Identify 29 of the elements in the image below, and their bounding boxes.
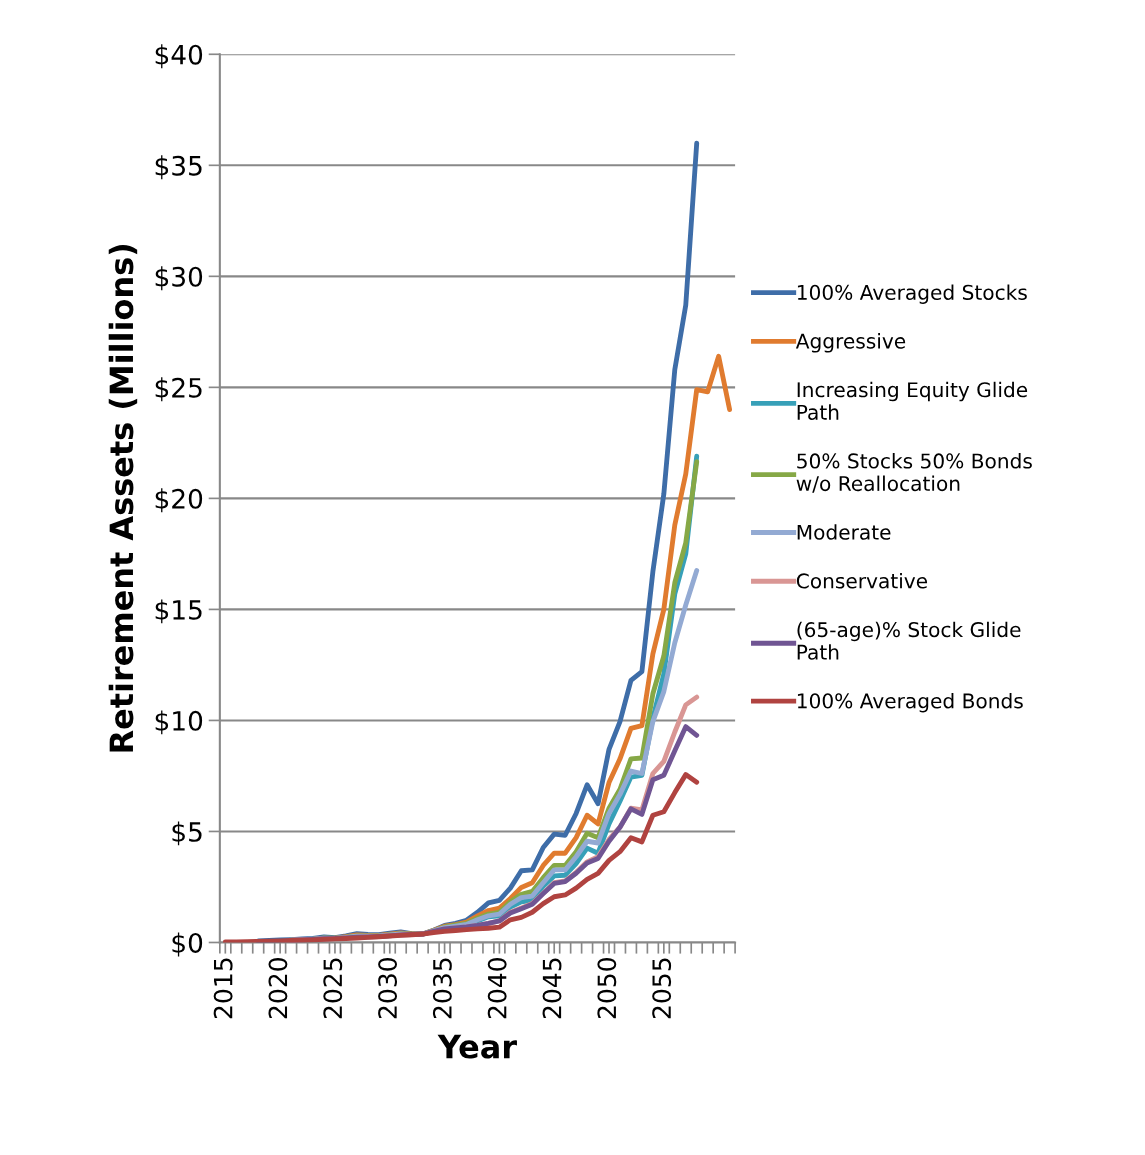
x-tick-label: 2025 — [323, 958, 343, 1019]
x-axis-title: Year — [437, 1034, 517, 1059]
y-tick-label: $5 — [172, 821, 202, 846]
legend-label: 100% Averaged Bonds — [797, 692, 1023, 713]
y-axis-title: Retirement Assets (Millions) — [108, 244, 138, 752]
y-tick-label: $30 — [155, 266, 203, 291]
legend-label: Increasing Equity Glide Path — [797, 381, 1028, 420]
x-tick-label: 2020 — [268, 958, 288, 1019]
legend-label: Conservative — [796, 572, 928, 589]
y-tick-label: $10 — [155, 710, 203, 735]
y-tick-label: $35 — [155, 155, 202, 180]
x-tick-label: 2040 — [487, 958, 507, 1019]
y-tick-label: $40 — [155, 44, 203, 69]
legend-label: Moderate — [797, 524, 891, 540]
y-tick-label: $25 — [155, 377, 202, 402]
x-tick-label: 2045 — [542, 958, 562, 1019]
y-tick-label: $20 — [155, 488, 203, 513]
legend-label: (65-age)% Stock Glide Path — [797, 621, 1021, 660]
line-series — [222, 772, 700, 943]
x-tick-label: 2030 — [378, 958, 398, 1019]
legend-label: 100% Averaged Stocks — [797, 284, 1027, 304]
y-tick-label: $0 — [172, 932, 203, 957]
x-tick-label: 2050 — [597, 958, 617, 1019]
x-tick-label: 2055 — [652, 958, 672, 1019]
y-tick-label: $15 — [155, 599, 202, 624]
x-tick-label: 2015 — [213, 958, 233, 1019]
legend-label: Aggressive — [795, 333, 906, 353]
legend-label: 50% Stocks 50% Bonds w/o Reallocation — [796, 453, 1032, 493]
x-tick-label: 2035 — [432, 958, 452, 1019]
